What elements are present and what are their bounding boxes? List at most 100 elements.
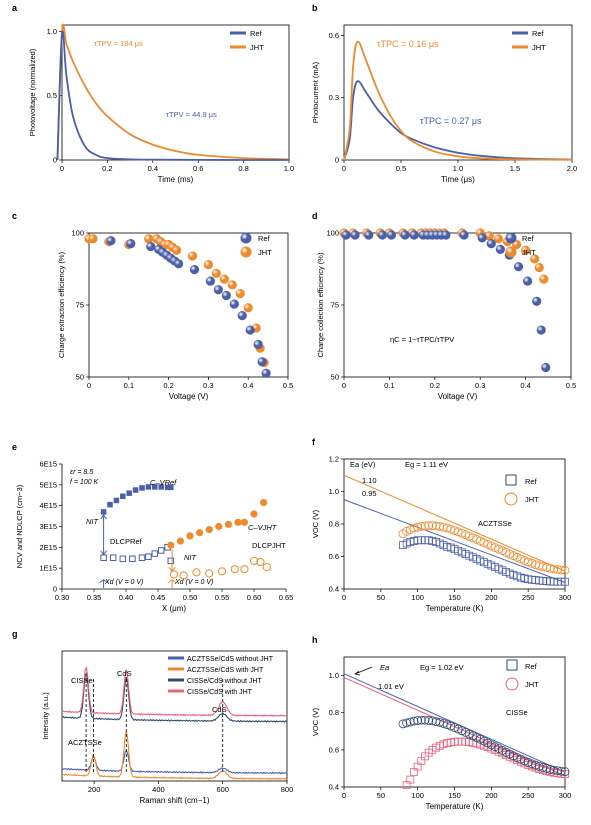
data-point-ref <box>446 721 456 731</box>
data-point-ref <box>420 715 430 725</box>
arrow-head <box>168 566 176 573</box>
data-point-cv-ref <box>120 493 126 500</box>
data-point-cv-ref <box>126 490 132 496</box>
data-point-jht <box>457 528 467 538</box>
data-point-ref <box>450 723 459 732</box>
plot-frame <box>61 650 288 782</box>
legend-jht: JHT <box>532 43 546 52</box>
data-point-ref <box>560 767 570 776</box>
data-point-dlcp-ref <box>151 550 159 557</box>
x-tick-label: 300 <box>559 593 572 602</box>
data-point-ref <box>413 716 423 725</box>
annotation-cv-jht: C–VJHT <box>248 523 278 532</box>
data-point-ref <box>545 764 555 774</box>
legend-marker-jht <box>504 492 518 506</box>
data-point-ref <box>424 716 434 725</box>
data-point-ref <box>405 717 415 727</box>
data-point-ref <box>146 241 156 252</box>
y-axis-label: VOC (V) <box>311 509 320 538</box>
y-axis-label: Charge extraction efficiency (%) <box>57 251 66 358</box>
legend-marker-jht <box>240 246 252 258</box>
annotation-xd-jht: Xd (V = 0 V) <box>174 579 213 586</box>
legend-jht: JHT <box>525 495 539 504</box>
legend-marker-jht <box>505 677 519 691</box>
annotation-ea-ref: 0.95 <box>362 489 377 498</box>
x-tick-label: 0.4 <box>520 381 530 390</box>
data-point-dlcp-jht <box>192 568 201 577</box>
legend-ref: Ref <box>258 234 271 243</box>
data-point-dlcp-ref <box>129 555 136 563</box>
data-point-cv-ref <box>168 484 174 491</box>
data-point-ref <box>409 716 419 726</box>
data-point-jht <box>171 245 182 255</box>
annotation-ea-value: 1.01 eV <box>378 682 404 691</box>
data-point-ref <box>229 299 239 309</box>
data-point-jht <box>556 565 566 575</box>
data-point-dlcp-ref <box>119 555 127 563</box>
x-tick-label: 0.2 <box>102 164 112 173</box>
data-point-dlcp-jht <box>217 567 227 576</box>
data-point-ref <box>523 276 533 286</box>
y-axis-label: Photocurrent (mA) <box>311 61 320 123</box>
data-point-dlcp-jht <box>256 557 265 567</box>
data-point-dlcp-ref <box>138 554 146 561</box>
data-point-jht <box>187 251 198 261</box>
legend-marker-ref <box>506 659 518 671</box>
xd-arrow-ref <box>99 579 108 588</box>
x-tick-label: 0 <box>342 593 346 602</box>
y-tick-label: 0 <box>53 585 57 594</box>
x-tick-label: 0.1 <box>384 381 394 390</box>
data-point-dlcp-ref <box>167 557 175 565</box>
panel-e: 0.30 0.35 0.40 0.45 0.50 0.55 0.60 0.65 0 1E15 2E1… <box>12 442 293 613</box>
y-tick-label: 0.8 <box>329 520 339 529</box>
data-point-cv-jht <box>234 518 242 526</box>
panel-label: g <box>12 629 18 639</box>
y-tick-label: 1.2 <box>329 455 339 464</box>
x-tick-label: 0.45 <box>151 593 166 602</box>
annotation-acztsse: ACZTSSe <box>68 738 102 747</box>
data-point-jht <box>416 522 426 531</box>
series-line-3 <box>61 665 288 717</box>
data-point-dlcp-ref <box>109 554 117 561</box>
y-tick-label: 50 <box>331 373 339 382</box>
annotation-eta: ηC = 1−τTPC/τTPV <box>390 335 454 344</box>
data-point-ref <box>553 766 563 776</box>
fit-line-ref <box>343 499 566 583</box>
x-tick-label: 0.30 <box>55 593 70 602</box>
y-tick-label: 1E15 <box>39 564 57 573</box>
arrow-head <box>100 550 107 556</box>
data-point-dlcp-jht <box>262 563 271 572</box>
data-point-jht <box>144 234 154 244</box>
x-tick-label: 0 <box>87 381 91 390</box>
x-tick-label: 200 <box>485 791 498 800</box>
data-point-jht <box>219 274 229 284</box>
y-tick-label: 0.6 <box>329 552 339 561</box>
data-point-cv-ref <box>164 484 171 491</box>
legend-marker-ref <box>240 232 252 244</box>
data-point-ref <box>205 276 215 286</box>
x-axis-label: Time (μs) <box>441 175 475 184</box>
data-point-ref <box>549 765 559 775</box>
data-point-ref <box>400 230 410 240</box>
legend-ref: Ref <box>525 662 538 671</box>
data-point-dlcp-jht <box>249 556 259 565</box>
data-point-ref <box>253 339 263 350</box>
legend-jht: JHT <box>522 248 536 257</box>
x-axis-label: Temperature (K) <box>426 802 484 811</box>
data-point-cv-ref <box>152 484 158 490</box>
x-axis-label: Raman shift (cm−1) <box>139 796 209 805</box>
data-point-jht <box>545 563 555 573</box>
data-point-jht <box>534 262 544 273</box>
data-point-jht <box>560 565 570 575</box>
y-tick-label: 0.6 <box>329 745 339 754</box>
series-line-ref <box>56 30 289 161</box>
y-tick-label: 2E15 <box>39 543 57 552</box>
x-tick-label: 0.40 <box>119 593 134 602</box>
data-point-dlcp-jht <box>179 571 188 580</box>
data-point-dlcp-jht <box>230 565 239 574</box>
panel-f: 0 50 100 150 200 250 300 0.4 0.6 0.8 1.0 1.2 Tempera… <box>311 437 571 613</box>
data-point-dlcp-jht <box>205 569 214 578</box>
x-axis-label: X (μm) <box>162 604 186 613</box>
data-point-jht <box>424 521 434 531</box>
